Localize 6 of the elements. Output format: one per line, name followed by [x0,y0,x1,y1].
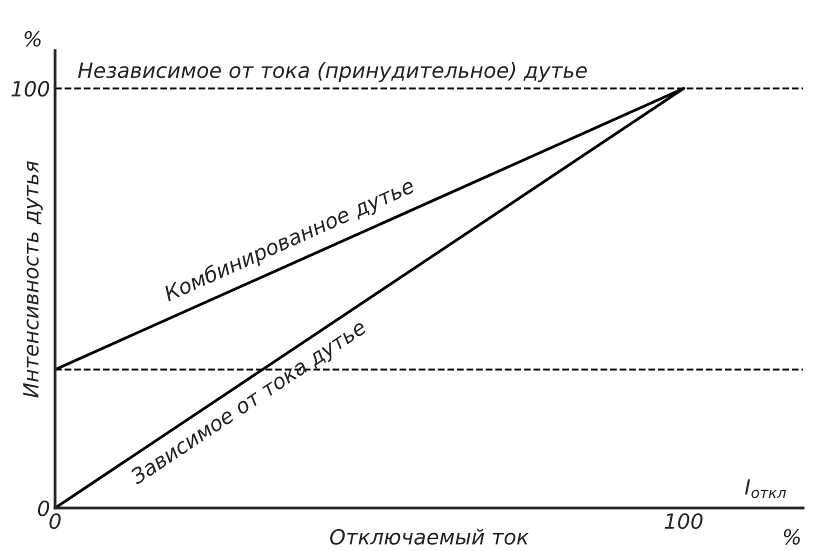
ref-line-label: Независимое от тока (принудительное) дутье [78,62,587,82]
text: % [784,528,800,545]
text: % [24,30,41,47]
annotation: I$_{откл}$ [745,479,786,498]
y-axis-title: Интенсивность дутья [23,161,43,398]
x-axis-title: Отключаемый ток [330,528,529,545]
